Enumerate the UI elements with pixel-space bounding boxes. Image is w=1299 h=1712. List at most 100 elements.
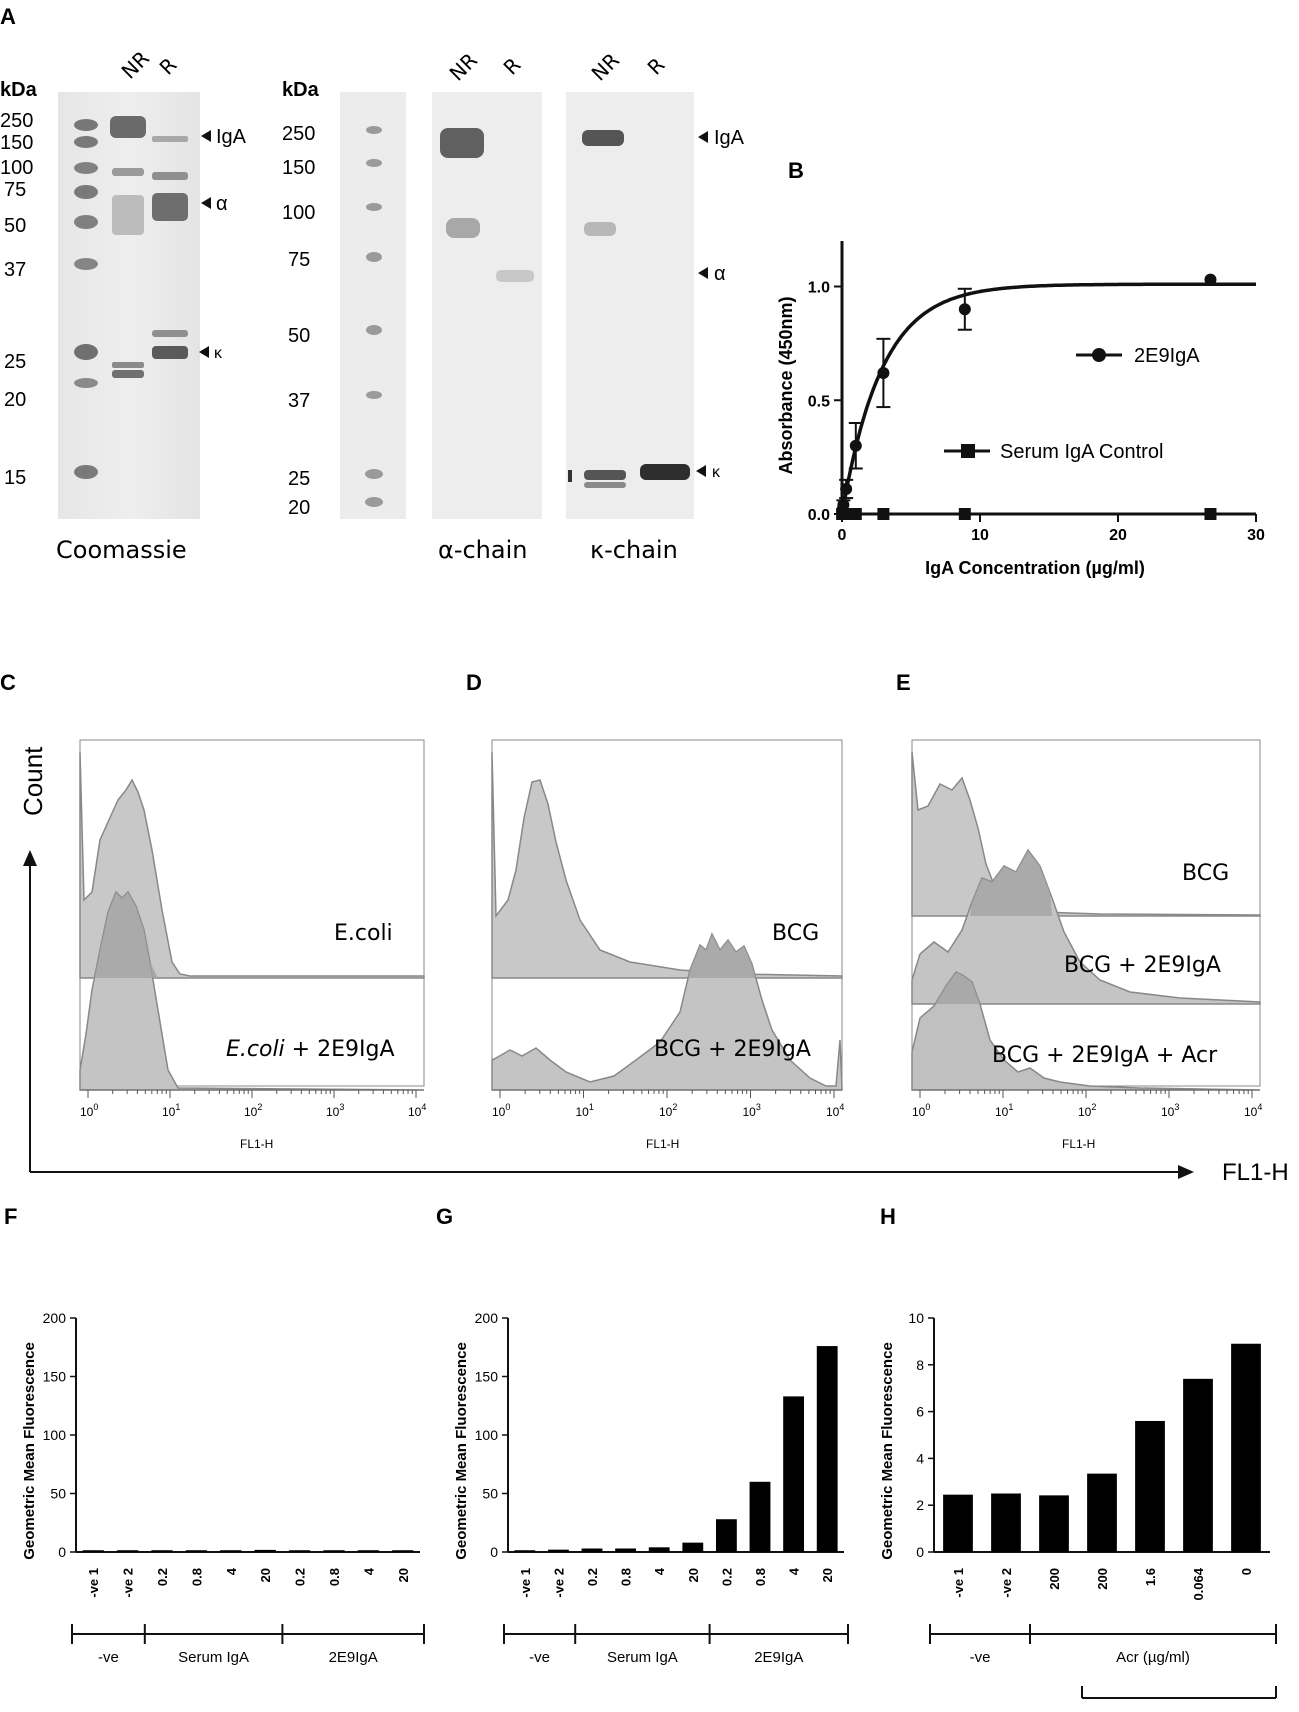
histogram-e-top-label: BCG (1182, 861, 1229, 886)
blot-mw-4: 50 (288, 325, 310, 347)
alpha-lane-nr: NR (445, 48, 482, 85)
coomassie-mw-7: 20 (4, 389, 26, 411)
chart-g-x-tick-label: -ve 1 (518, 1568, 533, 1598)
chart-h-x-tick-label: -ve 2 (999, 1568, 1014, 1598)
chart-g-bar (615, 1548, 637, 1552)
histogram-c-bottom-rest: + 2E9IgA (285, 1037, 395, 1062)
panel-label-c: C (0, 670, 16, 695)
chart-h-y-tick-label: 4 (916, 1450, 924, 1466)
chart-g-x-tick-label: -ve 2 (551, 1568, 566, 1598)
chart-f-group-label: -ve (98, 1649, 119, 1666)
chart-f-x-tick-label: 4 (224, 1567, 239, 1575)
chart-f-y-tick-label: 150 (43, 1369, 67, 1385)
histogram-c-tick-label: 103 (326, 1102, 344, 1119)
coomassie-mw-1: 150 (0, 132, 33, 154)
chart-h-x-tick-label: 0.064 (1191, 1567, 1206, 1600)
blot-mw-5: 37 (288, 390, 310, 412)
kappa-lane-r: R (643, 53, 670, 80)
chart-f-bar (151, 1550, 173, 1552)
chart-f-x-tick-label: 0.8 (189, 1568, 204, 1586)
chart-g-bar (547, 1549, 569, 1552)
histogram-d-tick-label: 101 (576, 1102, 594, 1119)
chart-h-group-label: -ve (970, 1649, 991, 1666)
histogram-e-tick-label: 101 (995, 1102, 1013, 1119)
chart-b-point-control (1204, 508, 1217, 520)
coomassie-gel-image (58, 92, 200, 519)
flow-x-label: FL1-H (1222, 1159, 1289, 1186)
chart-f-bar (82, 1550, 104, 1552)
chart-h-y-tick-label: 6 (916, 1404, 924, 1420)
flow-x-arrow (30, 1165, 1194, 1179)
chart-g-bar (514, 1550, 536, 1552)
alpha-caption: α-chain (438, 536, 527, 564)
panel-label-b: B (788, 158, 804, 183)
blot-mw-2: 100 (282, 202, 315, 224)
kappa-caption: κ-chain (590, 536, 678, 564)
histogram-d-top-label: BCG (772, 921, 819, 946)
chart-b-legend-marker-control (961, 444, 975, 458)
chart-h-x-tick-label: 200 (1047, 1568, 1062, 1590)
chart-b-y-tick-label: 0.0 (808, 507, 830, 524)
blot-ladder-image (340, 92, 406, 519)
coomassie-arrows: IgA α κ (199, 126, 247, 362)
chart-b-legend-label-control: Serum IgA Control (1000, 441, 1163, 463)
chart-b-point-control (849, 508, 862, 520)
chart-g-y-tick-label: 150 (475, 1369, 499, 1385)
chart-g-x-tick-label: 4 (787, 1567, 802, 1575)
chart-h-x-tick-label: 200 (1095, 1568, 1110, 1590)
chart-f-x-tick-label: 0.2 (155, 1568, 170, 1586)
chart-f-x-tick-label: -ve 2 (121, 1568, 136, 1598)
histogram-c-tick-label: 101 (162, 1102, 180, 1119)
flow-y-arrow (23, 850, 37, 1172)
chart-f-y-tick-label: 50 (50, 1486, 66, 1502)
blot-arrows: IgA α κ (696, 127, 745, 481)
chart-h-y-tick-label: 10 (908, 1310, 924, 1326)
histogram-c-tick-label: 104 (408, 1102, 426, 1119)
chart-b-x-tick-label: 10 (971, 527, 989, 544)
histogram-c-tick-label: 102 (244, 1102, 262, 1119)
panel-label-f: F (4, 1204, 17, 1229)
blot-arrow-kappa: κ (712, 464, 721, 481)
chart-b-y-axis-title: Absorbance (450nm) (776, 296, 796, 474)
chart-b-point-control (877, 508, 890, 520)
chart-f-x-tick-label: 0.2 (293, 1568, 308, 1586)
chart-f-bar (288, 1550, 311, 1552)
coomassie-kda-label: kDa (0, 79, 38, 101)
chart-h-x-tick-label: 0 (1239, 1568, 1254, 1575)
histogram-c: E.coli E.coli + 2E9IgA FL1-H (79, 739, 425, 1151)
chart-g-bar (581, 1548, 603, 1552)
histogram-d-tick-label: 100 (492, 1102, 510, 1119)
chart-g-x-tick-label: 20 (686, 1568, 701, 1582)
chart-g-y-tick-label: 0 (490, 1544, 498, 1560)
kappa-lane-nr: NR (587, 48, 624, 85)
chart-h-bar (1135, 1420, 1165, 1552)
chart-f-bar (392, 1550, 414, 1552)
histogram-e-tick-label: 102 (1078, 1102, 1096, 1119)
chart-g-bar (715, 1519, 737, 1552)
histogram-e-tick-label: 100 (912, 1102, 930, 1119)
chart-h-bar (1231, 1343, 1261, 1552)
blot-ladder-bands (365, 126, 383, 507)
chart-g-x-tick-label: 0.8 (753, 1568, 768, 1586)
coomassie-arrow-iga: IgA (216, 126, 247, 148)
histogram-e-axis-label: FL1-H (1062, 1137, 1095, 1151)
flow-log-axes: 100 101 102 103 104 100 101 102 103 104 100 101 102 1… (80, 1089, 1262, 1119)
chart-b-point-2e9iga (849, 439, 862, 452)
bar-chart-h: 0 2 4 6 8 10 Geometric Mean Fluorescence -ve 1 -… (879, 1310, 1277, 1699)
chart-b-x-axis-title: IgA Concentration (µg/ml) (925, 558, 1145, 578)
chart-b-point-2e9iga (837, 498, 850, 511)
chart-h-bar (1183, 1378, 1213, 1552)
chart-f-group-label: 2E9IgA (329, 1649, 378, 1666)
chart-g-bar (783, 1396, 805, 1552)
histogram-c-bottom-italic: E.coli (226, 1037, 285, 1062)
alpha-lane-r: R (499, 53, 526, 80)
chart-h-x-tick-label: -ve 1 (951, 1568, 966, 1598)
coomassie-lane-r: R (155, 53, 182, 80)
coomassie-mw-8: 15 (4, 467, 26, 489)
blot-mw-0: 250 (282, 123, 315, 145)
histogram-e: BCG BCG + 2E9IgA BCG + 2E9IgA + Acr FL1-… (911, 739, 1261, 1151)
histogram-c-tick-label: 100 (80, 1102, 98, 1119)
chart-f-x-tick-label: 4 (361, 1567, 376, 1575)
histogram-d-tick-label: 103 (743, 1102, 761, 1119)
chart-g-bar (816, 1346, 838, 1552)
